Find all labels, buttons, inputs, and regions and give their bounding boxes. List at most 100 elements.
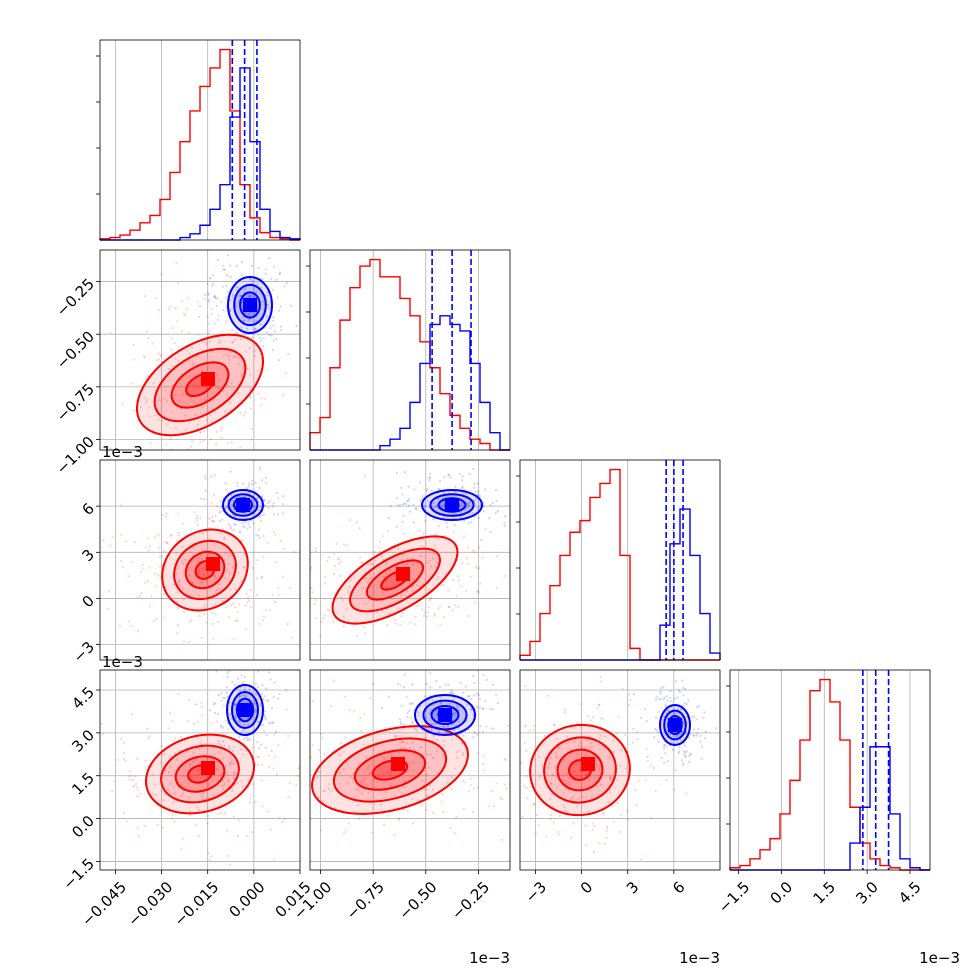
scatter-point [462, 519, 466, 523]
scatter-point [460, 479, 464, 482]
scatter-point [171, 720, 174, 723]
scatter-point [118, 625, 122, 628]
scatter-point [150, 594, 153, 597]
scatter-point [472, 499, 476, 502]
scatter-point [234, 515, 237, 518]
scatter-point [187, 566, 190, 569]
scatter-point [360, 792, 363, 795]
scatter-point [213, 574, 216, 577]
scatter-point [196, 720, 199, 723]
scatter-point [239, 412, 242, 415]
scatter-point [401, 503, 405, 506]
scatter-point [619, 830, 622, 834]
scatter-point [245, 517, 248, 520]
scatter-point [702, 716, 705, 719]
scatter-point [160, 597, 163, 600]
scatter-point [632, 727, 635, 730]
scatter-point [411, 702, 415, 705]
scatter-point [476, 493, 479, 496]
scatter-point [253, 506, 256, 509]
scatter-point [401, 740, 404, 743]
scatter-point [454, 712, 457, 715]
scatter-point [537, 510, 539, 512]
scatter-point [572, 763, 575, 767]
scatter-point [682, 721, 685, 724]
scatter-point [426, 753, 430, 756]
scatter-point [348, 519, 352, 522]
scatter-point [317, 749, 321, 752]
panel-1-0 [99, 249, 301, 466]
scatter-point [457, 720, 460, 723]
scatter-point [417, 714, 420, 717]
scatter-point [124, 540, 128, 543]
scatter-point [468, 472, 471, 475]
scatter-point [330, 789, 333, 792]
scatter-point [184, 428, 188, 431]
scatter-point [359, 717, 362, 720]
scatter-point [216, 713, 220, 716]
scatter-point [600, 716, 603, 720]
scatter-point [296, 775, 299, 778]
scatter-point [182, 563, 185, 566]
scatter-point [191, 440, 194, 443]
panel-frame [309, 459, 511, 661]
scatter-point [506, 725, 510, 728]
scatter-point [222, 390, 225, 393]
scatter-point [186, 296, 189, 299]
scatter-point [503, 757, 507, 760]
scatter-point [680, 732, 683, 735]
scatter-point [256, 558, 259, 562]
scatter-point [251, 746, 254, 749]
scatter-point [363, 712, 366, 715]
scatter-point [583, 753, 586, 756]
scatter-point [195, 758, 198, 761]
scatter-point [166, 399, 169, 402]
scatter-point [685, 702, 688, 706]
scatter-point [567, 777, 571, 780]
scatter-point [704, 737, 707, 740]
scatter-point [219, 773, 223, 776]
scatter-point [668, 733, 671, 736]
scatter-point [271, 288, 275, 291]
scatter-point [218, 379, 221, 382]
scatter-point [386, 585, 389, 589]
scatter-point [386, 530, 390, 533]
scatter-point [682, 704, 685, 707]
scatter-point [406, 557, 409, 560]
scatter-point [453, 524, 456, 527]
scatter-point [465, 493, 468, 496]
scatter-point [437, 575, 440, 579]
scatter-point [364, 756, 367, 759]
scatter-point [465, 501, 468, 504]
scatter-point [288, 741, 290, 743]
scatter-point [235, 288, 238, 292]
scatter-point [450, 689, 453, 692]
scatter-point [477, 516, 480, 520]
scatter-point [210, 464, 212, 466]
scatter-point [662, 744, 666, 747]
scatter-point [291, 569, 293, 571]
scatter-point [268, 722, 271, 725]
scatter-point [160, 419, 163, 422]
scatter-point [494, 722, 496, 724]
scatter-point [246, 527, 249, 530]
scatter-point [218, 519, 222, 523]
grid-2-2 [534, 460, 675, 660]
scatter-point [196, 524, 200, 527]
scatter-point [569, 797, 573, 800]
scatter-point [136, 827, 139, 830]
scatter-point [212, 520, 216, 523]
scatter-point [360, 779, 364, 783]
scatter-point [482, 505, 485, 508]
scatter-point [257, 508, 260, 511]
scatter-point [169, 774, 173, 777]
scatter-point [225, 649, 227, 651]
scatter-point [188, 573, 191, 576]
scatter-point [264, 739, 266, 741]
scatter-point [188, 698, 191, 702]
scatter-point [370, 563, 374, 566]
scatter-point [429, 672, 432, 675]
scatter-point [427, 506, 431, 509]
scatter-point [681, 764, 684, 767]
scatter-point [385, 572, 388, 575]
